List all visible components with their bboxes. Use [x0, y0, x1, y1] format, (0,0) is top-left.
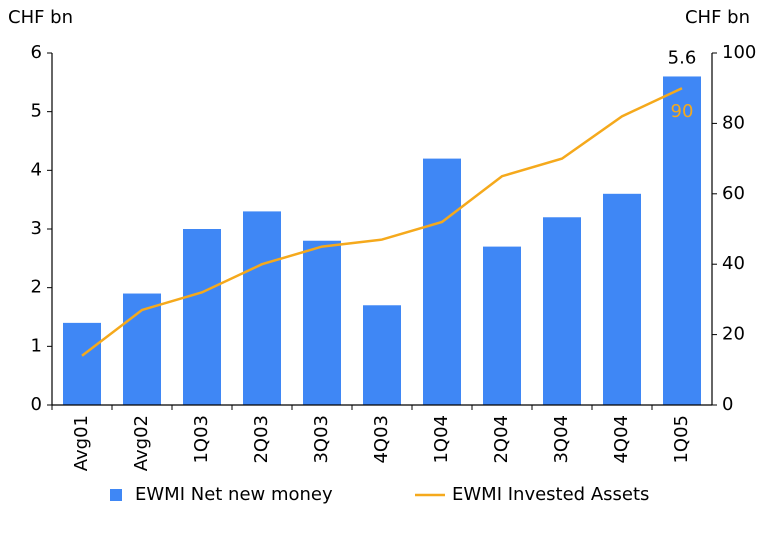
bar — [63, 322, 101, 405]
x-tick-label: 1Q03 — [191, 415, 212, 464]
x-tick-label: 3Q03 — [311, 415, 332, 464]
value-label: 5.6 — [668, 47, 697, 68]
bar — [363, 305, 401, 405]
bar — [303, 240, 341, 405]
y-axis-label: CHF bn — [8, 7, 73, 28]
y2-tick-label: 20 — [722, 324, 745, 345]
y2-tick-label: 0 — [722, 394, 733, 415]
bar — [423, 158, 461, 405]
x-tick-label: 1Q05 — [671, 415, 692, 464]
x-tick-label: Avg01 — [71, 415, 92, 471]
x-tick-label: 4Q03 — [371, 415, 392, 464]
bar — [663, 76, 701, 405]
legend-swatch — [110, 489, 122, 501]
line — [81, 87, 683, 357]
bar — [123, 293, 161, 405]
x-tick-label: 2Q03 — [251, 415, 272, 464]
bar — [603, 193, 641, 405]
y-tick-label: 3 — [31, 218, 42, 239]
y-tick-label: 4 — [31, 159, 42, 180]
x-tick-label: 4Q04 — [611, 415, 632, 464]
bar — [243, 211, 281, 405]
y-tick-label: 0 — [31, 394, 42, 415]
x-tick-label: Avg02 — [131, 415, 152, 471]
y2-axis-label: CHF bn — [685, 7, 750, 28]
value-label: 90 — [671, 101, 694, 122]
x-tick-label: 1Q04 — [431, 415, 452, 464]
legend-label: EWMI Invested Assets — [452, 484, 649, 505]
y-tick-label: 6 — [31, 42, 42, 63]
y2-tick-label: 100 — [722, 42, 756, 63]
bar — [183, 229, 221, 405]
y2-tick-label: 60 — [722, 183, 745, 204]
x-tick-label: 2Q04 — [491, 415, 512, 464]
y2-tick-label: 40 — [722, 253, 745, 274]
y-tick-label: 5 — [31, 101, 42, 122]
x-tick-label: 3Q04 — [551, 415, 572, 464]
bar — [483, 246, 521, 405]
y-tick-label: 2 — [31, 277, 42, 298]
y-tick-label: 1 — [31, 335, 42, 356]
legend-label: EWMI Net new money — [135, 484, 333, 505]
bar — [543, 217, 581, 405]
y2-tick-label: 80 — [722, 112, 745, 133]
